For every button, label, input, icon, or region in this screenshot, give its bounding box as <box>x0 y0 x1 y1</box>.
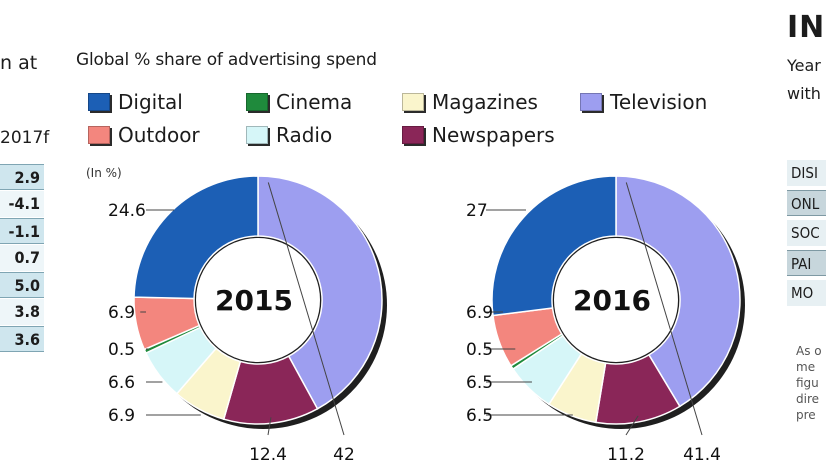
donut-hole <box>554 238 678 362</box>
data-label-2016-outdoor: 6.9 <box>466 303 493 323</box>
year-label-2015: 2015 <box>215 284 293 317</box>
right-table-row: SOC <box>787 220 826 246</box>
left-table-cell: 3.6 <box>0 326 44 352</box>
year-label-2016: 2016 <box>573 284 651 317</box>
chart-title: Global % share of advertising spend <box>76 50 377 70</box>
legend-item-digital: Digital <box>88 89 183 115</box>
legend-label: Television <box>610 90 708 114</box>
callout-line-2016-newspapers <box>625 415 639 436</box>
left-panel-year-fragment: 2017f <box>0 128 50 148</box>
right-note-line: figu <box>796 376 819 390</box>
data-label-2015-radio: 6.6 <box>108 373 135 393</box>
data-label-2015-digital: 24.6 <box>108 201 146 221</box>
callout-line-2015-television <box>267 182 345 436</box>
slice-2015-television <box>257 175 383 410</box>
right-note-line: As o <box>796 344 822 358</box>
right-panel-title-fragment: INS <box>787 10 826 45</box>
legend-label: Magazines <box>432 90 538 114</box>
slice-2016-television <box>615 175 741 408</box>
legend-swatch-newspapers <box>402 126 424 144</box>
legend-item-outdoor: Outdoor <box>88 122 200 148</box>
data-label-2015-newspapers: 12.4 <box>249 445 287 465</box>
data-label-2015-cinema: 0.5 <box>108 340 135 360</box>
data-label-2015-television: 42 <box>333 445 355 465</box>
right-note-line: me <box>796 360 816 374</box>
legend-label: Radio <box>276 123 333 147</box>
legend-item-magazines: Magazines <box>402 89 538 115</box>
legend-label: Newspapers <box>432 123 555 147</box>
data-label-2016-magazines: 6.5 <box>466 406 493 426</box>
left-table-cell: 0.7 <box>0 245 44 271</box>
data-label-2015-magazines: 6.9 <box>108 406 135 426</box>
legend-item-cinema: Cinema <box>246 89 352 115</box>
unit-label: (In %) <box>86 166 122 180</box>
callout-line-2015-newspapers <box>267 417 272 436</box>
right-table-row: ONL <box>787 190 826 216</box>
right-table-row: DISI <box>787 160 826 186</box>
left-table-cell: 5.0 <box>0 272 44 298</box>
right-table-row: PAI <box>787 250 826 276</box>
left-table-cell: -1.1 <box>0 218 44 244</box>
left-table-cell: 2.9 <box>0 164 44 190</box>
data-label-2016-radio: 6.5 <box>466 373 493 393</box>
left-table-cell: -4.1 <box>0 191 44 217</box>
data-label-2016-cinema: 0.5 <box>466 340 493 360</box>
callout-line-2016-television <box>625 182 703 436</box>
legend-swatch-cinema <box>246 93 268 111</box>
right-table-row: MO <box>787 280 826 306</box>
legend-swatch-digital <box>88 93 110 111</box>
donut-hole <box>196 238 320 362</box>
data-label-2016-newspapers: 11.2 <box>607 445 645 465</box>
legend-label: Digital <box>118 90 183 114</box>
legend-swatch-radio <box>246 126 268 144</box>
legend-swatch-outdoor <box>88 126 110 144</box>
legend-swatch-television <box>580 93 602 111</box>
legend-item-radio: Radio <box>246 122 332 148</box>
right-note-line: pre <box>796 408 816 422</box>
legend-label: Cinema <box>276 90 353 114</box>
slice-2016-digital <box>491 175 617 317</box>
slice-2015-digital <box>133 175 259 300</box>
legend-item-newspapers: Newspapers <box>402 122 555 148</box>
right-note-line: dire <box>796 392 820 406</box>
legend-swatch-magazines <box>402 93 424 111</box>
right-panel-subtitle-1: Year <box>787 56 821 75</box>
data-label-2016-digital: 27 <box>466 201 488 221</box>
left-panel-heading-fragment: n at <box>0 52 38 74</box>
legend-item-television: Television <box>580 89 707 115</box>
data-label-2015-outdoor: 6.9 <box>108 303 135 323</box>
left-table-cell: 3.8 <box>0 299 44 325</box>
data-label-2016-television: 41.4 <box>683 445 721 465</box>
right-panel-subtitle-2: with <box>787 84 821 103</box>
legend-label: Outdoor <box>118 123 200 147</box>
